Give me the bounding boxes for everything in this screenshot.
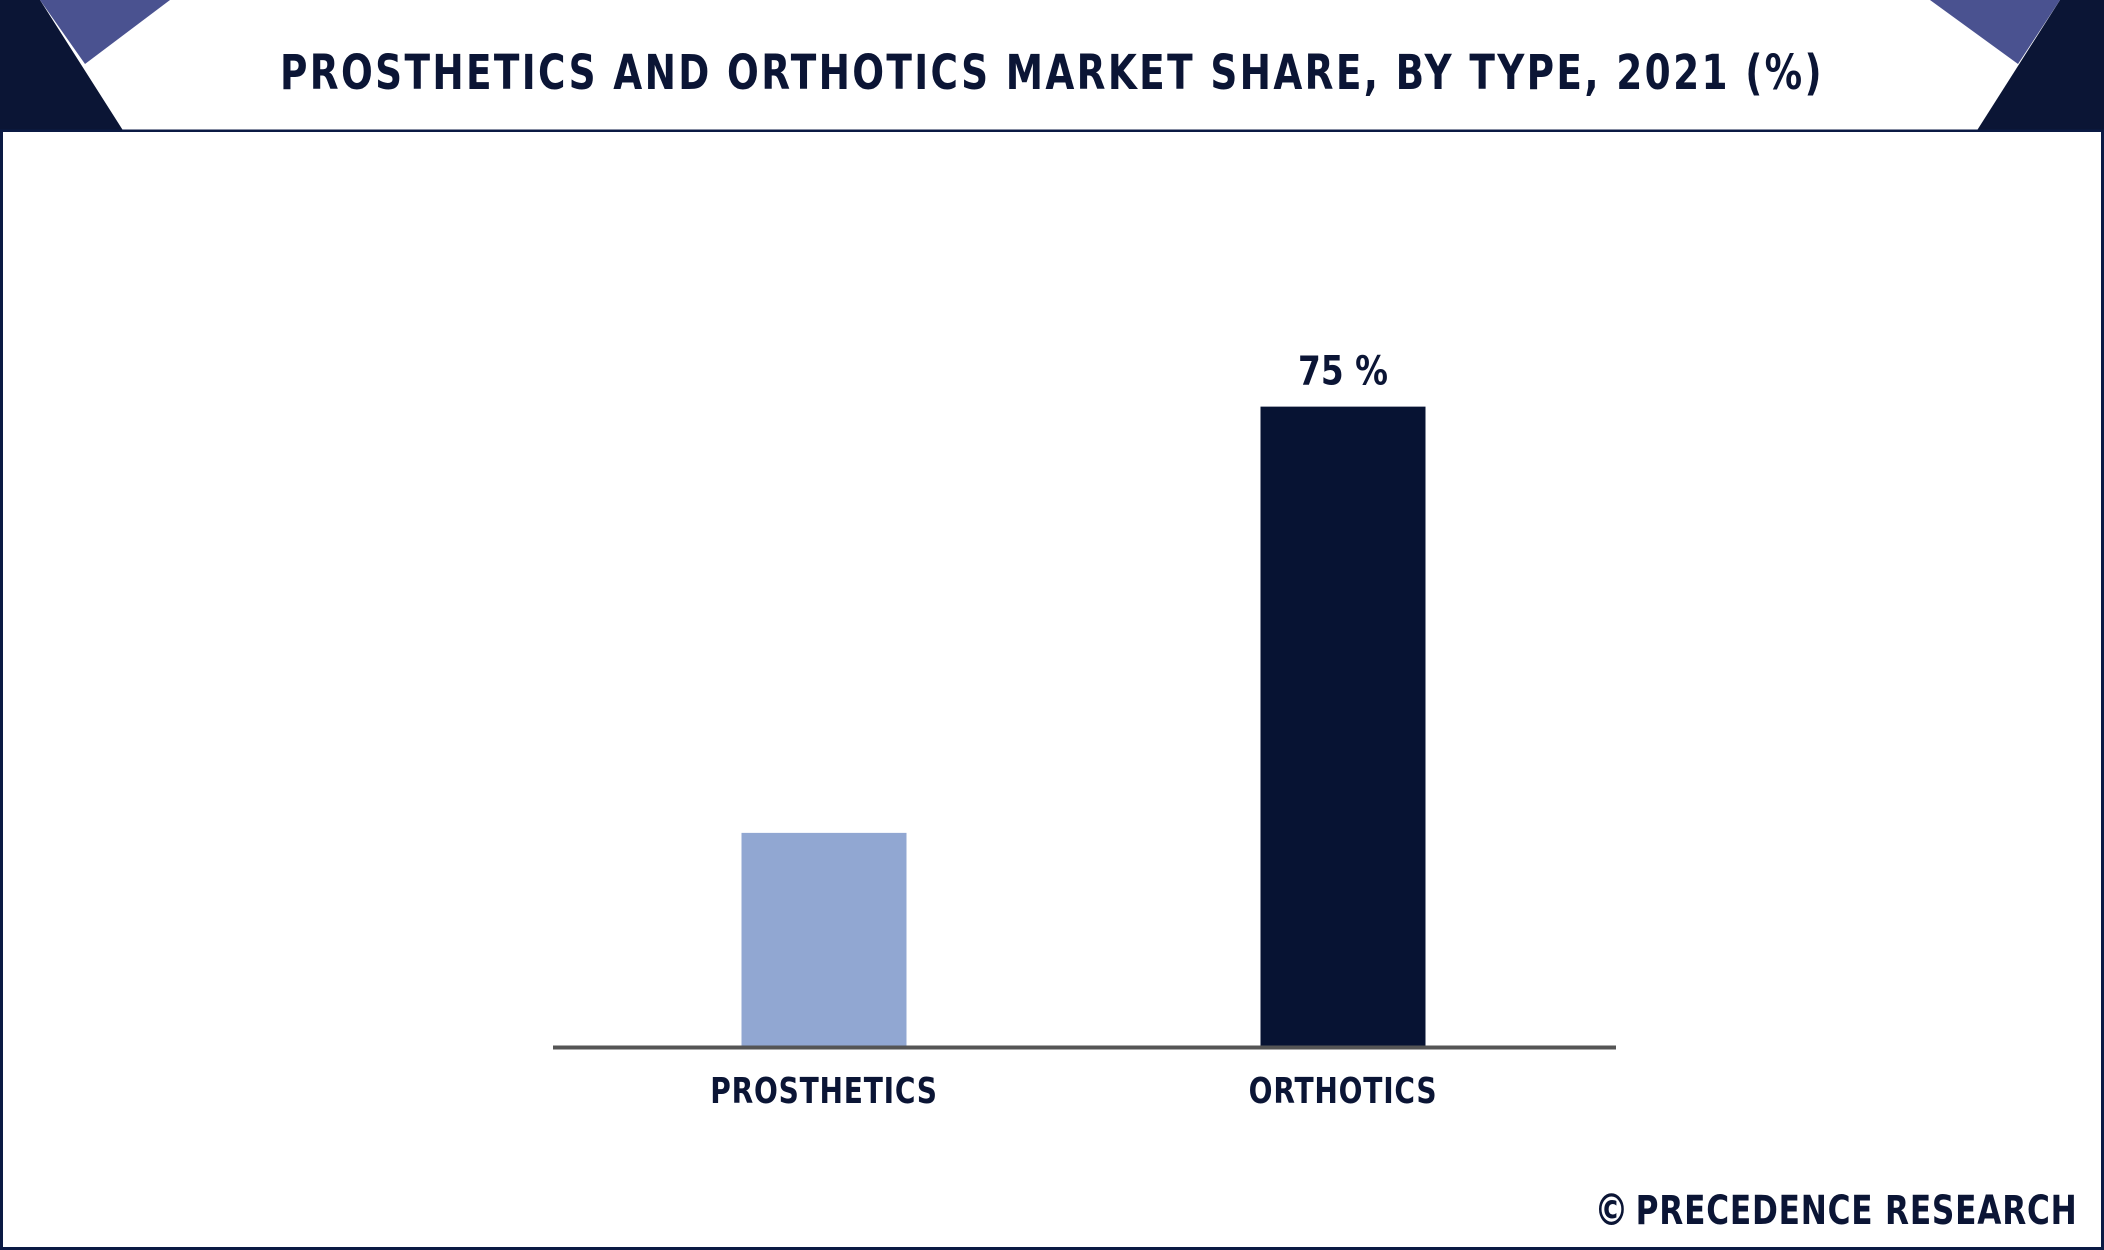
- bar-chart: PROSTHETICS 75 % ORTHOTICS: [553, 347, 1616, 1112]
- banner-background: [0, 0, 2104, 132]
- chart-title: PROSTHETICS AND ORTHOTICS MARKET SHARE, …: [280, 45, 1824, 101]
- copyright-icon: ©: [1594, 1185, 1630, 1236]
- x-tick-label-prosthetics: PROSTHETICS: [710, 1070, 938, 1112]
- data-label-orthotics: 75 %: [1298, 347, 1388, 394]
- banner-right-accent-corner: [1930, 0, 2060, 64]
- title-banner: [0, 0, 2104, 132]
- x-tick-label-orthotics: ORTHOTICS: [1249, 1070, 1438, 1112]
- banner-right-dark-corner: [1976, 0, 2104, 132]
- bar-orthotics: [1260, 406, 1426, 1046]
- banner-left-dark-corner: [0, 0, 124, 132]
- banner-left-accent-corner: [40, 0, 170, 64]
- publisher-name: PRECEDENCE RESEARCH: [1636, 1187, 2078, 1234]
- bar-prosthetics: [741, 832, 907, 1046]
- publisher-watermark: © PRECEDENCE RESEARCH: [1595, 1185, 2078, 1236]
